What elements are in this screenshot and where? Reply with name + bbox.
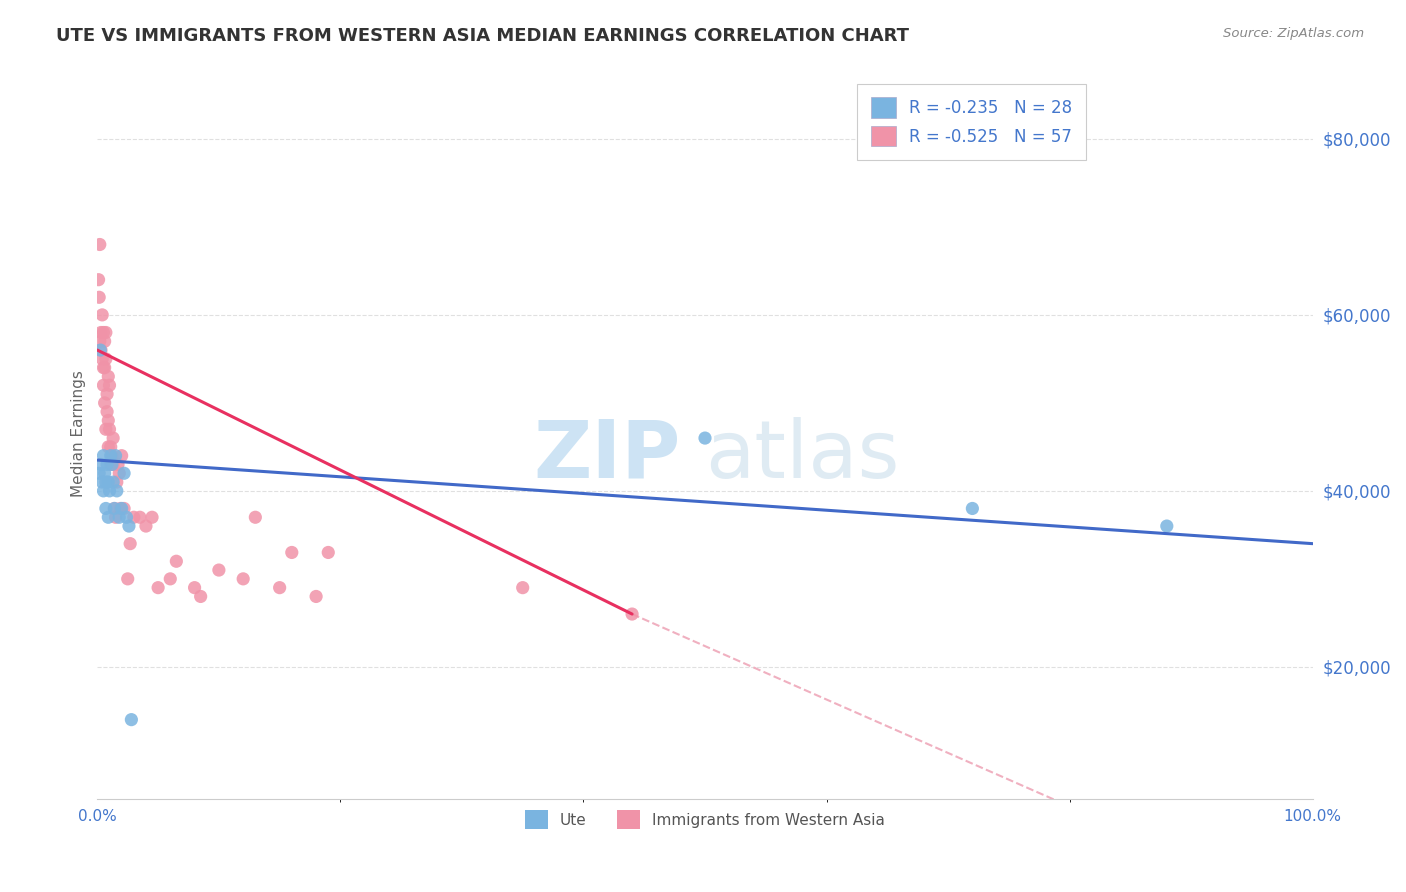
Point — [93, 334, 115, 349]
Point — [621, 607, 644, 621]
Point — [90, 458, 112, 472]
Text: atlas: atlas — [704, 417, 900, 494]
Point — [1156, 519, 1178, 533]
Point — [94, 422, 117, 436]
Point — [159, 572, 181, 586]
Point — [122, 510, 145, 524]
Point — [89, 343, 111, 357]
Point — [316, 545, 339, 559]
Point — [100, 449, 122, 463]
Point — [93, 360, 115, 375]
Point — [96, 458, 118, 472]
Point — [117, 572, 139, 586]
Point — [112, 501, 135, 516]
Point — [118, 519, 141, 533]
Point — [101, 431, 124, 445]
Point — [208, 563, 231, 577]
Point — [110, 501, 132, 516]
Point — [112, 467, 135, 481]
Point — [190, 590, 212, 604]
Point — [128, 510, 150, 524]
Point — [91, 351, 114, 366]
Point — [103, 501, 125, 516]
Point — [91, 475, 114, 489]
Point — [98, 422, 121, 436]
Point — [281, 545, 304, 559]
Point — [90, 326, 112, 340]
Point — [693, 431, 716, 445]
Point — [89, 237, 111, 252]
Point — [94, 501, 117, 516]
Point — [100, 458, 122, 472]
Point — [101, 475, 124, 489]
Point — [93, 360, 115, 375]
Legend: Ute, Immigrants from Western Asia: Ute, Immigrants from Western Asia — [519, 805, 891, 835]
Point — [89, 467, 111, 481]
Point — [165, 554, 187, 568]
Point — [98, 483, 121, 498]
Point — [97, 413, 120, 427]
Point — [120, 536, 142, 550]
Point — [93, 483, 115, 498]
Point — [94, 351, 117, 366]
Point — [94, 326, 117, 340]
Point — [104, 510, 127, 524]
Point — [97, 475, 120, 489]
Point — [93, 449, 115, 463]
Point — [183, 581, 205, 595]
Point — [101, 449, 124, 463]
Point — [146, 581, 169, 595]
Y-axis label: Median Earnings: Median Earnings — [72, 370, 86, 497]
Point — [97, 440, 120, 454]
Point — [120, 713, 142, 727]
Point — [97, 369, 120, 384]
Point — [104, 449, 127, 463]
Point — [111, 501, 134, 516]
Point — [98, 378, 121, 392]
Point — [245, 510, 267, 524]
Point — [232, 572, 254, 586]
Point — [97, 510, 120, 524]
Point — [89, 334, 111, 349]
Point — [269, 581, 291, 595]
Point — [93, 378, 115, 392]
Point — [111, 449, 134, 463]
Point — [90, 343, 112, 357]
Point — [101, 458, 124, 472]
Point — [100, 440, 122, 454]
Point — [93, 467, 115, 481]
Point — [87, 273, 110, 287]
Point — [107, 458, 129, 472]
Text: ZIP: ZIP — [533, 417, 681, 494]
Text: Source: ZipAtlas.com: Source: ZipAtlas.com — [1223, 27, 1364, 40]
Point — [101, 458, 124, 472]
Point — [94, 475, 117, 489]
Point — [135, 519, 157, 533]
Point — [512, 581, 534, 595]
Point — [141, 510, 163, 524]
Point — [305, 590, 328, 604]
Point — [108, 510, 131, 524]
Point — [96, 387, 118, 401]
Point — [93, 326, 115, 340]
Point — [105, 475, 128, 489]
Point — [105, 483, 128, 498]
Point — [96, 405, 118, 419]
Point — [103, 501, 125, 516]
Point — [89, 290, 111, 304]
Point — [93, 396, 115, 410]
Point — [962, 501, 984, 516]
Point — [91, 308, 114, 322]
Text: UTE VS IMMIGRANTS FROM WESTERN ASIA MEDIAN EARNINGS CORRELATION CHART: UTE VS IMMIGRANTS FROM WESTERN ASIA MEDI… — [56, 27, 910, 45]
Point — [115, 510, 138, 524]
Point — [108, 467, 131, 481]
